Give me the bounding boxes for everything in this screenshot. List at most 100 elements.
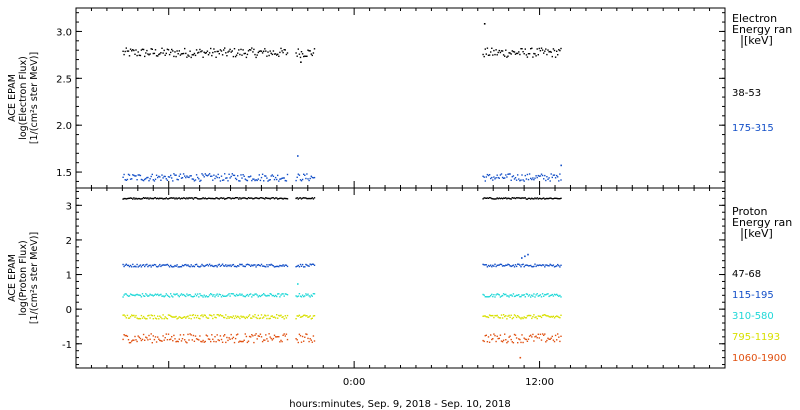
- data-point: [244, 197, 246, 199]
- data-point: [217, 264, 219, 266]
- data-point: [256, 54, 258, 56]
- data-point: [559, 317, 561, 319]
- data-point: [199, 198, 201, 200]
- data-point: [526, 264, 529, 266]
- data-point: [152, 52, 154, 55]
- data-point: [122, 50, 124, 52]
- data-point: [282, 334, 284, 336]
- data-point: [295, 295, 297, 297]
- data-point: [214, 265, 216, 267]
- data-point: [560, 197, 562, 199]
- data-point: [261, 317, 264, 319]
- data-point: [157, 315, 159, 317]
- data-point: [306, 333, 308, 336]
- data-point: [495, 315, 497, 317]
- data-point: [148, 54, 150, 56]
- data-point: [515, 316, 518, 319]
- data-point: [254, 179, 256, 182]
- data-point: [505, 49, 507, 51]
- data-point: [261, 197, 264, 199]
- data-point: [229, 316, 231, 318]
- data-point: [534, 197, 536, 199]
- data-point: [144, 317, 146, 319]
- data-point: [129, 341, 132, 344]
- data-point: [165, 333, 167, 335]
- data-point: [201, 263, 203, 266]
- data-point: [554, 315, 557, 318]
- data-point: [537, 264, 539, 267]
- data-point: [131, 314, 133, 316]
- data-point: [532, 198, 534, 200]
- data-point: [276, 54, 278, 56]
- data-point: [520, 295, 522, 298]
- data-point: [241, 177, 243, 179]
- data-point: [193, 295, 196, 297]
- data-point: [515, 337, 518, 339]
- data-point: [234, 197, 237, 199]
- data-point: [190, 197, 192, 199]
- data-point: [510, 314, 512, 316]
- data-point: [234, 265, 237, 268]
- data-point: [177, 266, 179, 268]
- data-point: [511, 197, 513, 199]
- data-point: [132, 174, 134, 176]
- data-point: [171, 177, 173, 179]
- data-point: [190, 56, 192, 59]
- data-point: [188, 339, 190, 341]
- data-point: [161, 340, 163, 342]
- data-point: [248, 314, 251, 316]
- data-point: [175, 315, 177, 318]
- data-point: [255, 333, 257, 335]
- data-point: [548, 197, 550, 200]
- data-point: [305, 333, 307, 335]
- data-point: [125, 198, 127, 200]
- data-point: [307, 316, 309, 318]
- data-point: [208, 338, 211, 341]
- data-point: [219, 335, 222, 337]
- data-point: [131, 50, 133, 52]
- data-point: [267, 340, 269, 342]
- data-point: [134, 53, 136, 55]
- data-point: [220, 197, 223, 199]
- data-point: [272, 175, 275, 177]
- data-point: [186, 316, 188, 318]
- data-point: [255, 266, 257, 268]
- data-point: [504, 333, 506, 335]
- data-point: [164, 54, 166, 56]
- data-point: [546, 339, 548, 342]
- data-point: [154, 197, 157, 199]
- data-point: [250, 293, 252, 295]
- data-point: [537, 295, 539, 297]
- data-point: [513, 266, 516, 268]
- data-point: [212, 317, 214, 320]
- data-point: [162, 52, 164, 54]
- data-point: [181, 53, 184, 55]
- data-point: [297, 341, 299, 344]
- data-point: [244, 317, 246, 320]
- data-point: [307, 293, 309, 295]
- data-point: [164, 198, 166, 200]
- data-point: [158, 294, 160, 297]
- data-point: [303, 173, 305, 175]
- data-point: [179, 54, 182, 56]
- data-point: [270, 52, 272, 54]
- data-point: [487, 174, 490, 177]
- data-point: [148, 334, 150, 337]
- data-point: [269, 50, 271, 52]
- data-point: [178, 338, 180, 340]
- data-point: [540, 339, 543, 341]
- data-point: [144, 265, 146, 268]
- data-point: [233, 294, 236, 297]
- data-point: [245, 197, 248, 200]
- data-point: [508, 173, 510, 175]
- data-point: [306, 294, 308, 296]
- data-point: [514, 334, 517, 336]
- data-point: [180, 177, 183, 179]
- data-point: [172, 180, 174, 182]
- data-point: [237, 52, 239, 54]
- data-point: [309, 315, 311, 317]
- data-point: [524, 264, 526, 267]
- data-point: [500, 340, 503, 342]
- data-point: [193, 180, 196, 182]
- data-point: [264, 48, 266, 50]
